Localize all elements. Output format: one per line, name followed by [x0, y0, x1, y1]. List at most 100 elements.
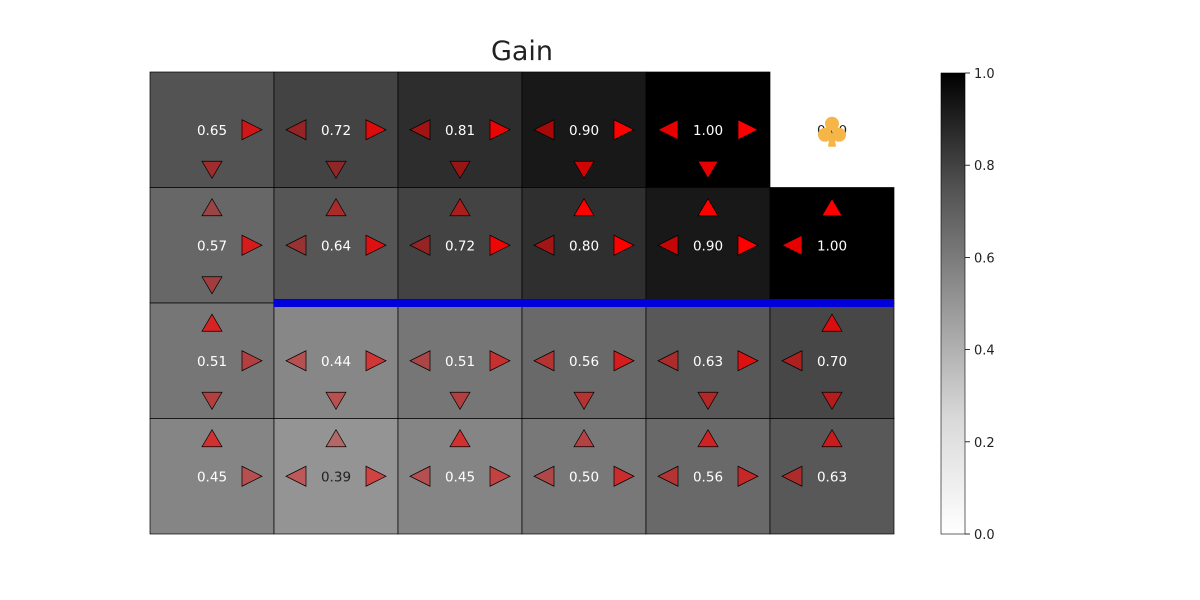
policy-arrow-l-icon [533, 465, 555, 487]
policy-arrow-r-icon [489, 465, 511, 487]
cell-value-label: 0.56 [693, 469, 723, 485]
policy-arrow-l-icon [409, 234, 431, 256]
policy-arrow-u-icon [573, 198, 595, 217]
cell-value-label: 0.57 [197, 238, 227, 254]
policy-arrow-d-icon [201, 276, 223, 295]
cell-value-label: 0.50 [569, 469, 599, 485]
colorbar-tick-label: 0.0 [974, 528, 995, 543]
cell-value-label: 0.90 [693, 238, 723, 254]
policy-arrow-d-icon [697, 391, 719, 410]
policy-arrow-d-icon [697, 160, 719, 179]
policy-arrow-u-icon [449, 198, 471, 217]
policy-arrow-l-icon [781, 350, 803, 372]
cell-value-label: 0.44 [321, 354, 351, 370]
wall-layer [274, 299, 894, 307]
policy-arrow-u-icon [821, 313, 843, 332]
policy-arrow-r-icon [613, 119, 635, 141]
cell-value-label: 0.51 [197, 354, 227, 370]
policy-arrow-u-icon [821, 429, 843, 448]
policy-arrow-r-icon [489, 234, 511, 256]
policy-arrow-l-icon [285, 119, 307, 141]
policy-arrow-r-icon [241, 234, 263, 256]
cell-value-label: 0.64 [321, 238, 351, 254]
policy-arrow-d-icon [573, 391, 595, 410]
policy-arrow-l-icon [657, 465, 679, 487]
policy-arrow-d-icon [449, 160, 471, 179]
cell-value-label: 0.63 [693, 354, 723, 370]
policy-arrow-d-icon [449, 391, 471, 410]
colorbar-tick-label: 0.6 [974, 251, 995, 266]
colorbar-frame [940, 72, 966, 535]
cell-value-label: 0.81 [445, 123, 475, 139]
policy-arrow-d-icon [325, 391, 347, 410]
cell-value-label: 0.72 [445, 238, 475, 254]
policy-arrow-r-icon [241, 350, 263, 372]
cell-value-label: 0.90 [569, 123, 599, 139]
colorbar-tick-label: 0.2 [974, 436, 995, 451]
policy-arrow-d-icon [325, 160, 347, 179]
policy-arrow-l-icon [409, 465, 431, 487]
policy-arrow-l-icon [781, 465, 803, 487]
policy-arrow-l-icon [533, 350, 555, 372]
cell-value-label: 0.51 [445, 354, 475, 370]
policy-arrow-l-icon [533, 234, 555, 256]
cell-value-label: 1.00 [693, 123, 723, 139]
policy-arrow-l-icon [285, 234, 307, 256]
colorbar-gradient [941, 73, 965, 534]
cell-value-label: 0.45 [197, 469, 227, 485]
policy-arrow-l-icon [409, 350, 431, 372]
policy-arrow-r-icon [365, 234, 387, 256]
policy-arrow-r-icon [737, 234, 759, 256]
policy-arrow-r-icon [613, 465, 635, 487]
policy-arrow-r-icon [737, 119, 759, 141]
cell-value-label: 0.39 [321, 469, 351, 485]
policy-arrow-l-icon [409, 119, 431, 141]
colorbar-tick-label: 1.0 [974, 67, 995, 82]
policy-arrow-u-icon [821, 198, 843, 217]
cell-value-label: 0.72 [321, 123, 351, 139]
policy-arrow-u-icon [697, 198, 719, 217]
policy-arrow-l-icon [781, 234, 803, 256]
policy-arrow-l-icon [657, 350, 679, 372]
cell-value-label: 1.00 [817, 238, 847, 254]
policy-arrow-l-icon [657, 119, 679, 141]
policy-arrow-r-icon [241, 119, 263, 141]
policy-arrow-r-icon [489, 119, 511, 141]
policy-arrow-u-icon [201, 429, 223, 448]
colorbar-tick-label: 0.4 [974, 344, 995, 359]
policy-arrow-r-icon [241, 465, 263, 487]
policy-arrow-u-icon [201, 198, 223, 217]
policy-arrow-l-icon [285, 350, 307, 372]
policy-arrow-r-icon [737, 465, 759, 487]
cell-value-label: 0.56 [569, 354, 599, 370]
policy-arrow-r-icon [737, 350, 759, 372]
policy-arrow-d-icon [201, 391, 223, 410]
policy-arrow-l-icon [285, 465, 307, 487]
club-suit-icon [818, 116, 846, 147]
policy-arrow-u-icon [325, 429, 347, 448]
policy-arrow-r-icon [365, 119, 387, 141]
policy-arrow-d-icon [573, 160, 595, 179]
cell-value-label: 0.65 [197, 123, 227, 139]
wall-segment [274, 299, 894, 307]
goal-layer [818, 116, 846, 147]
cell-value-label: 0.80 [569, 238, 599, 254]
cell-value-label: 0.63 [817, 469, 847, 485]
cell-value-label: 0.70 [817, 354, 847, 370]
policy-arrow-l-icon [657, 234, 679, 256]
cell-value-label: 0.45 [445, 469, 475, 485]
policy-arrow-u-icon [201, 313, 223, 332]
chart-title: Gain [490, 36, 554, 67]
policy-arrow-u-icon [325, 198, 347, 217]
policy-arrow-r-icon [365, 465, 387, 487]
policy-arrow-l-icon [533, 119, 555, 141]
policy-arrow-r-icon [365, 350, 387, 372]
colorbar-tick-label: 0.8 [974, 159, 995, 174]
policy-arrow-r-icon [613, 234, 635, 256]
arrows-layer [201, 119, 843, 487]
policy-arrow-d-icon [821, 391, 843, 410]
policy-arrow-d-icon [201, 160, 223, 179]
policy-arrow-u-icon [697, 429, 719, 448]
policy-arrow-u-icon [573, 429, 595, 448]
